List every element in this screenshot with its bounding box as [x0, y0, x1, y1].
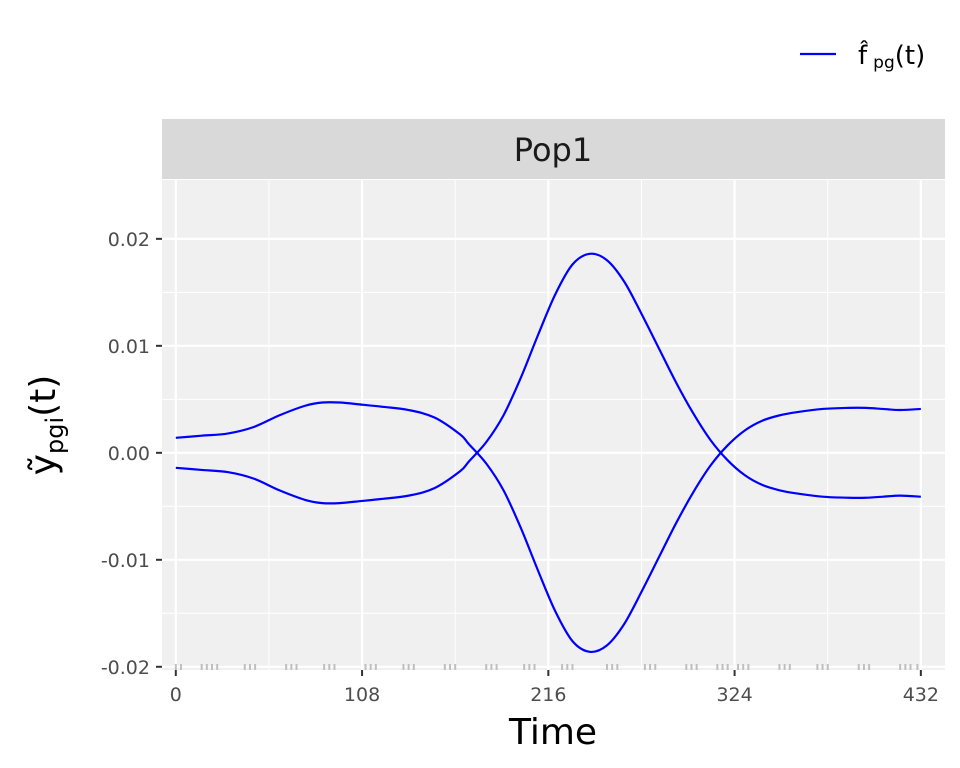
x-tick-label: 0	[170, 684, 182, 706]
y-axis: -0.02 -0.01 0.00 0.01 0.02	[101, 229, 162, 679]
y-tick-label: -0.02	[101, 657, 150, 679]
y-tick-label: 0.01	[108, 336, 150, 358]
y-tick-label: 0.00	[108, 443, 150, 465]
legend-label-main: f̂	[858, 39, 869, 71]
facet-strip	[162, 119, 945, 179]
y-axis-title-subscript: pgi	[41, 417, 69, 454]
grid-major	[162, 180, 945, 670]
legend-label-argument: (t)	[895, 41, 925, 71]
grid-minor	[162, 180, 945, 670]
series-line-2	[175, 252, 921, 505]
legend-label-subscript: pg	[873, 53, 895, 73]
y-tick-label: 0.02	[108, 229, 150, 251]
series-line-1	[175, 401, 921, 654]
x-tick-label: 216	[530, 684, 566, 706]
y-tick-label: -0.01	[101, 550, 150, 572]
rug-marks	[174, 664, 919, 670]
legend: f̂ pg(t)	[800, 39, 925, 73]
legend-label: f̂ pg(t)	[858, 39, 925, 73]
x-tick-label: 324	[716, 684, 752, 706]
x-axis-title: Time	[508, 712, 597, 753]
series-layer	[175, 252, 921, 654]
y-axis-title: ỹpgi(t)	[23, 375, 69, 476]
y-axis-title-argument: (t)	[23, 375, 64, 417]
facet-strip-title: Pop1	[514, 131, 592, 169]
y-axis-title-main: ỹ	[23, 454, 64, 475]
x-axis: 0 108 216 324 432	[170, 670, 939, 706]
x-tick-label: 108	[344, 684, 380, 706]
plot-panel	[162, 180, 945, 670]
x-tick-label: 432	[903, 684, 939, 706]
